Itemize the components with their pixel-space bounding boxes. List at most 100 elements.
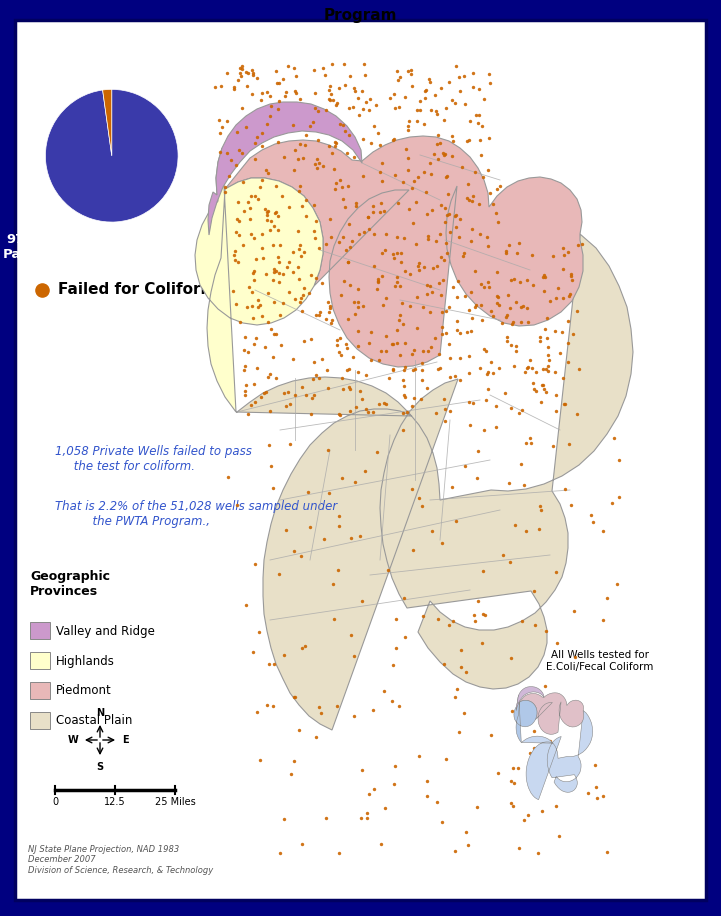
Text: E: E (122, 735, 128, 745)
Point (322, 381, 334, 396)
Point (395, 255, 407, 269)
Point (393, 100, 404, 114)
Point (502, 308, 513, 322)
Point (380, 344, 392, 358)
Point (229, 244, 241, 258)
Point (450, 220, 461, 234)
Point (349, 149, 360, 164)
Point (331, 333, 342, 347)
Point (373, 272, 384, 287)
Point (404, 202, 415, 217)
Point (558, 397, 570, 411)
Point (376, 245, 388, 260)
Point (413, 256, 425, 271)
Point (520, 435, 531, 450)
Point (571, 407, 583, 421)
Point (534, 522, 545, 537)
Point (534, 498, 546, 513)
Point (409, 390, 420, 405)
Point (433, 276, 445, 290)
Point (363, 786, 375, 801)
Point (515, 457, 526, 472)
Point (386, 337, 398, 352)
Point (375, 164, 386, 179)
Polygon shape (225, 136, 583, 367)
Point (526, 361, 537, 376)
Point (252, 361, 263, 376)
Point (309, 197, 320, 212)
Point (439, 413, 451, 428)
Point (420, 82, 432, 97)
Point (249, 136, 260, 150)
Point (252, 300, 264, 315)
Point (368, 205, 379, 220)
Point (347, 100, 358, 114)
Bar (30, 712, 50, 729)
Point (417, 499, 428, 514)
Point (440, 326, 451, 341)
Point (447, 614, 459, 628)
Point (313, 700, 324, 714)
Point (565, 267, 577, 281)
Point (335, 288, 346, 302)
Point (245, 189, 257, 203)
Point (249, 189, 261, 203)
Point (310, 270, 322, 285)
Point (515, 315, 526, 330)
Point (261, 116, 273, 131)
Point (274, 238, 286, 253)
Point (457, 249, 469, 264)
Point (336, 347, 348, 362)
Point (380, 243, 392, 257)
Point (342, 311, 353, 326)
Point (451, 313, 463, 328)
Point (288, 753, 300, 768)
Point (267, 481, 278, 496)
Point (563, 716, 575, 731)
Point (233, 143, 244, 158)
Point (434, 136, 446, 150)
Point (236, 61, 247, 76)
Point (493, 298, 505, 312)
Point (554, 345, 565, 360)
Point (537, 362, 549, 376)
Text: 25 Miles: 25 Miles (154, 797, 195, 807)
Point (399, 89, 411, 104)
Point (487, 197, 499, 212)
Point (597, 613, 609, 627)
Point (455, 660, 466, 674)
Point (375, 837, 386, 852)
Point (216, 120, 227, 135)
Point (368, 227, 380, 242)
Point (287, 352, 298, 366)
Point (446, 480, 458, 495)
Point (296, 290, 307, 305)
Point (213, 113, 225, 127)
Point (293, 259, 304, 274)
Point (350, 475, 361, 490)
Point (562, 313, 574, 328)
Point (329, 135, 341, 149)
Point (475, 277, 487, 291)
Point (323, 83, 335, 98)
Point (510, 339, 522, 354)
Point (477, 119, 488, 134)
Point (325, 315, 337, 330)
Point (441, 101, 452, 115)
Point (392, 73, 404, 88)
Point (247, 266, 259, 280)
Point (549, 323, 560, 338)
Point (227, 283, 239, 298)
Point (431, 259, 443, 274)
Point (446, 148, 457, 163)
Point (557, 371, 569, 386)
Point (521, 300, 532, 315)
Polygon shape (521, 711, 593, 800)
Point (433, 127, 444, 142)
Point (421, 773, 433, 788)
Point (406, 79, 417, 93)
Point (512, 245, 523, 260)
Point (249, 395, 260, 409)
Point (418, 116, 430, 131)
Point (388, 776, 399, 791)
